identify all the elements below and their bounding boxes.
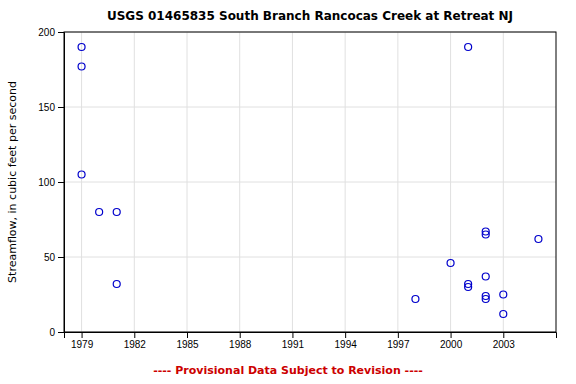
y-axis-title: Streamflow, in cubic feet per second [6,81,19,283]
x-tick: 1994 [335,332,358,350]
x-tick-label: 1991 [282,339,305,350]
point [465,284,472,291]
point [482,296,489,303]
x-tick: 1982 [124,332,147,350]
x-axis: 1979 1982 1985 1988 1991 1994 1997 2000 2003 [65,332,557,350]
plot-frame [64,32,556,332]
x-tick-label: 1988 [229,339,252,350]
x-tick: 1997 [387,332,410,350]
x-tick-label: 1985 [176,339,199,350]
x-tick-mark [398,332,399,338]
grid-line [64,257,556,258]
x-tick-mark [451,332,452,338]
plot: 1979 1982 1985 1988 1991 1994 1997 2000 2003 0 50 1… [38,27,556,350]
title: USGS 01465835 South Branch Rancocas Cree… [107,9,513,23]
x-tick-label: 1982 [124,339,147,350]
grid-line [64,107,556,108]
grid-line [64,182,556,183]
point [113,209,120,216]
x-tick-label: 1994 [335,339,358,350]
y-tick: 50 [44,252,64,263]
y-tick: 100 [38,177,64,188]
x-tick-label: 2000 [440,339,463,350]
point [447,260,454,267]
y-tick-mark [58,107,64,108]
y-tick-label: 100 [38,177,55,188]
y-tick-label: 0 [49,327,55,338]
x-tick-label: 1979 [71,339,94,350]
x-tick-mark [345,332,346,338]
x-tick-mark [503,332,504,338]
annotation: ---- Provisional Data Subject to Revisio… [153,364,423,377]
x-tick-mark [82,332,83,338]
point [78,63,85,70]
point [535,236,542,243]
point [500,311,507,318]
x-tick: 2000 [440,332,463,350]
point [78,171,85,178]
x-tick: 1991 [282,332,305,350]
x-tick-mark [187,332,188,338]
y-tick: 0 [49,327,64,338]
y-tick: 200 [38,27,64,38]
x-tick-label: 1997 [387,339,410,350]
x-tick-mark [134,332,135,338]
point [113,281,120,288]
x-tick: 1985 [176,332,199,350]
x-tick-label: 2003 [493,339,516,350]
x-tick: 1988 [229,332,252,350]
y-axis: 0 50 100 150 200 [38,27,64,338]
points [78,44,542,318]
y-tick-label: 200 [38,27,55,38]
y-tick: 150 [38,102,64,113]
point [500,291,507,298]
grid [64,32,556,332]
point [412,296,419,303]
y-tick-mark [58,257,64,258]
point [78,44,85,51]
y-tick-label: 50 [44,252,56,263]
y-tick-mark [58,32,64,33]
x-tick: 2003 [493,332,516,350]
y-tick-mark [58,182,64,183]
x-tick: 1979 [71,332,94,350]
chart: 1979 1982 1985 1988 1991 1994 1997 2000 2003 0 50 1… [0,0,576,384]
y-tick-mark [58,332,64,333]
y-tick-label: 150 [38,102,55,113]
point [465,44,472,51]
point [482,231,489,238]
x-tick-mark [240,332,241,338]
x-tick-mark [292,332,293,338]
point [96,209,103,216]
point [482,273,489,280]
x-axis-line [65,333,557,339]
